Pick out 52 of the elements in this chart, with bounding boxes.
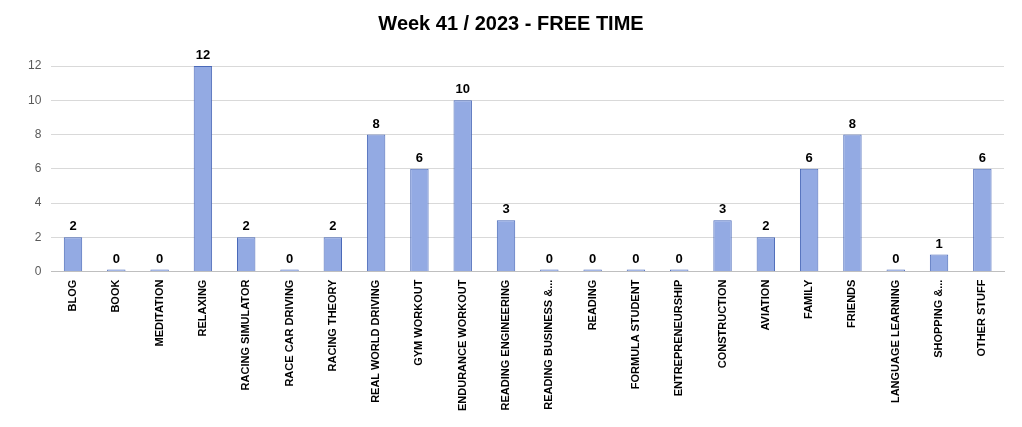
x-tick-label: SHOPPING &... xyxy=(932,279,945,358)
data-label: 0 xyxy=(892,250,900,266)
y-tick-label: 8 xyxy=(34,126,42,141)
x-tick-label: FRIENDS xyxy=(845,279,858,328)
x-tick-label: REAL WORLD DRIVING xyxy=(369,279,382,403)
x-tick-label: ENDURANCE WORKOUT xyxy=(455,279,468,412)
data-label: 6 xyxy=(805,149,813,165)
x-tick-label: BOOK xyxy=(109,279,122,313)
x-tick-label: RACING SIMULATOR xyxy=(239,279,252,391)
x-tick-label: READING BUSINESS &... xyxy=(542,279,555,410)
x-tick-label: RACE CAR DRIVING xyxy=(282,279,295,387)
data-label: 10 xyxy=(455,81,470,97)
y-tick-label: 12 xyxy=(27,58,42,73)
data-label: 0 xyxy=(675,250,683,266)
x-tick-label: FAMILY xyxy=(802,278,815,319)
data-label: 2 xyxy=(762,218,770,234)
x-tick-label: FORMULA STUDENT xyxy=(628,279,641,390)
x-tick-label: AVIATION xyxy=(758,279,771,331)
data-label: 1 xyxy=(935,235,943,251)
data-label: 0 xyxy=(155,250,164,266)
chart-title: Week 41 / 2023 - FREE TIME xyxy=(378,11,644,34)
data-label: 0 xyxy=(589,250,597,266)
x-tick-label: MEDITATION xyxy=(152,279,165,347)
y-tick-label: 2 xyxy=(34,229,42,244)
y-tick-label: 6 xyxy=(34,161,42,176)
data-label: 2 xyxy=(242,218,250,234)
data-label: 0 xyxy=(632,250,640,266)
x-tick-label: BLOG xyxy=(66,279,79,312)
data-label: 2 xyxy=(69,218,77,234)
data-label: 8 xyxy=(372,115,380,131)
y-tick-label: 4 xyxy=(34,195,42,210)
x-tick-label: OTHER STUFF xyxy=(975,279,988,357)
x-tick-label: READING xyxy=(585,279,598,331)
data-label: 0 xyxy=(285,250,294,266)
x-tick-label: LANGUAGE LEARNING xyxy=(888,279,901,404)
data-label: 0 xyxy=(112,250,120,266)
x-tick-label: RACING THEORY xyxy=(325,278,338,372)
y-tick-label: 0 xyxy=(34,263,42,278)
x-tick-label: GYM WORKOUT xyxy=(412,279,425,366)
data-label: 0 xyxy=(545,250,553,266)
x-tick-label: ENTREPRENEURSHIP xyxy=(672,279,685,397)
data-label: 2 xyxy=(329,218,337,234)
data-label: 3 xyxy=(718,201,727,217)
x-tick-label: CONSTRUCTION xyxy=(715,279,728,369)
data-label: 3 xyxy=(502,201,510,217)
x-tick-label: READING ENGINEERING xyxy=(499,279,512,411)
data-label: 6 xyxy=(978,149,986,165)
data-label: 12 xyxy=(195,47,211,63)
y-tick-label: 10 xyxy=(27,92,42,107)
data-label: 6 xyxy=(415,149,424,165)
x-tick-label: RELAXING xyxy=(195,279,208,337)
data-label: 8 xyxy=(848,115,857,131)
